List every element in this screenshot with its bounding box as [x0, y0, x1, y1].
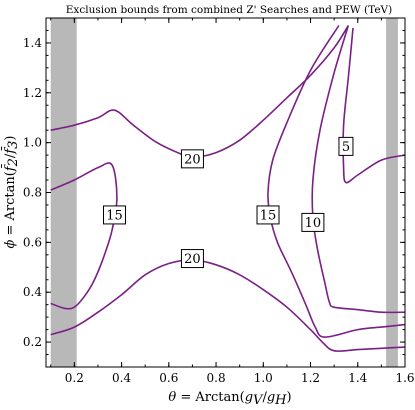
x-tick-label: 0.4: [112, 371, 131, 385]
contour-line-20-1: [50, 258, 405, 352]
contour-label-15: 15: [102, 205, 126, 225]
contour-line-15-2: [50, 162, 118, 310]
contour-label-20: 20: [180, 149, 204, 169]
y-tick-label: 1.2: [23, 86, 42, 100]
plot-frame: [45, 17, 406, 368]
y-tick-label: 0.2: [23, 335, 42, 349]
x-tick-label: 1.0: [254, 371, 273, 385]
shaded-regions: [50, 18, 398, 367]
x-tick-label: 0.6: [159, 371, 178, 385]
y-tick-label: 1.0: [23, 136, 42, 150]
contour-label-text: 10: [305, 216, 322, 231]
contour-line-10-4: [311, 25, 405, 314]
contour-label-box: [256, 205, 280, 225]
y-tick-label: 0.8: [23, 186, 42, 200]
shaded-region-1: [386, 18, 398, 367]
contour-label-box: [338, 136, 354, 156]
axis-ticks: 0.2 0.4 0.6 0.8 1.0 1.2 1.4 1.6 0.2 0.4 0.6 0.8 1.0 1…: [23, 18, 415, 385]
y-tick-label: 1.4: [23, 36, 42, 50]
contour-lines: [50, 25, 405, 352]
y-tick-label: 0.6: [23, 235, 42, 249]
contour-label-20: 20: [180, 249, 204, 269]
contour-label-text: 20: [184, 252, 201, 267]
x-tick-label: 0.2: [65, 371, 84, 385]
shaded-region-0: [50, 18, 77, 367]
contour-labels: 20 20 15 15 10 5: [102, 136, 354, 269]
contour-label-text: 15: [106, 208, 123, 223]
contour-label-box: [180, 149, 204, 169]
contour-line-20-0: [50, 25, 349, 159]
contour-label-text: 5: [342, 140, 350, 155]
y-axis-label: ϕ = Arctan(f̄2/f̄3): [1, 136, 21, 249]
contour-line-15-3: [267, 25, 405, 338]
chart-title: Exclusion bounds from combined Z' Search…: [66, 4, 392, 16]
contour-label-5: 5: [338, 136, 354, 156]
contour-line-5-5: [342, 27, 405, 184]
contour-label-box: [180, 249, 204, 269]
contour-label-15: 15: [256, 205, 280, 225]
x-axis-label: θ = Arctan(gV/gH): [168, 390, 291, 408]
contour-label-box: [102, 205, 126, 225]
y-tick-label: 0.4: [23, 285, 42, 299]
x-tick-label: 1.6: [395, 371, 414, 385]
contour-label-text: 15: [260, 208, 277, 223]
x-tick-label: 0.8: [207, 371, 226, 385]
contour-label-box: [301, 212, 325, 232]
contour-label-text: 20: [184, 152, 201, 167]
x-tick-label: 1.4: [348, 371, 367, 385]
contour-label-10: 10: [301, 212, 325, 232]
x-tick-label: 1.2: [301, 371, 320, 385]
